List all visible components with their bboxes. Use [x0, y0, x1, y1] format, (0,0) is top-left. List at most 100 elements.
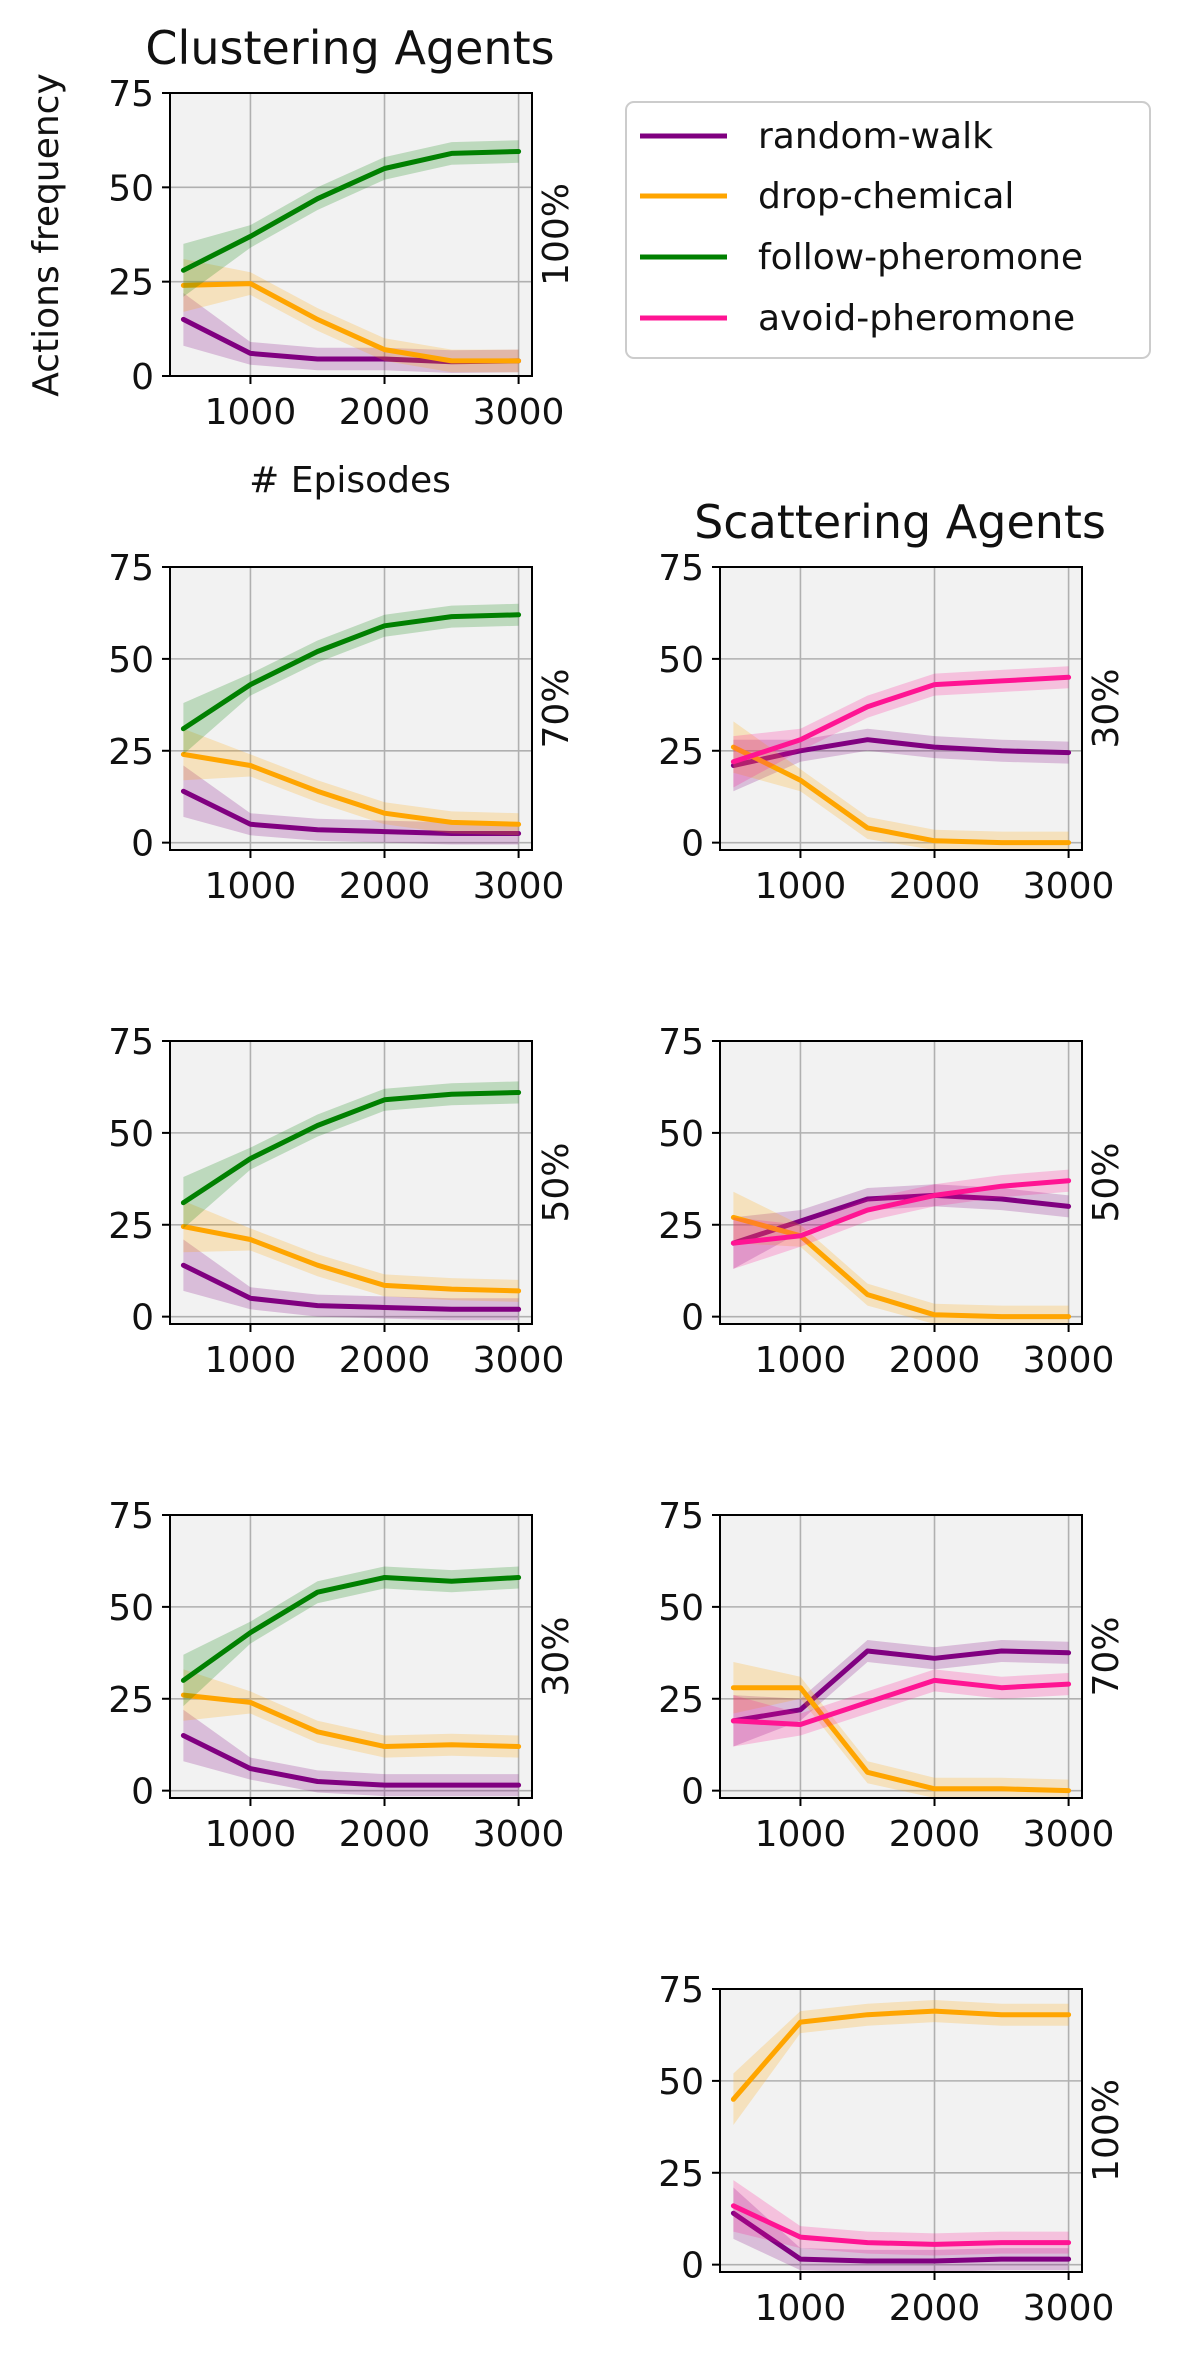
side-label: 50% — [536, 1142, 577, 1222]
y-tick-label: 75 — [658, 1970, 704, 2011]
x-tick-label: 3000 — [473, 1340, 565, 1381]
y-tick-label: 50 — [108, 1588, 154, 1629]
y-tick-label: 25 — [108, 1680, 154, 1721]
side-label: 100% — [536, 183, 577, 286]
legend-label-drop-chemical: drop-chemical — [758, 176, 1014, 217]
x-tick-label: 2000 — [889, 2288, 981, 2329]
y-tick-label: 50 — [658, 1114, 704, 1155]
series-band-drop-chemical — [733, 1662, 1069, 1798]
y-tick-label: 75 — [658, 548, 704, 589]
series-line-avoid-pheromone — [730, 1677, 1072, 1727]
x-tick-label: 3000 — [1023, 2288, 1115, 2329]
series-line-drop-chemical — [730, 1685, 1072, 1794]
plot-frame — [169, 92, 533, 377]
y-tick-label: 25 — [108, 732, 154, 773]
series-band-random-walk — [733, 728, 1069, 792]
x-tick-label: 3000 — [473, 392, 565, 433]
legend-entry-follow-pheromone: follow-pheromone — [640, 237, 1083, 278]
plot-area — [720, 567, 1082, 850]
plot-frame — [719, 1988, 1083, 2273]
plot-frame — [169, 1514, 533, 1799]
x-tick-label: 2000 — [339, 1814, 431, 1855]
y-tick-label: 25 — [108, 1206, 154, 1247]
series-line-follow-pheromone — [180, 612, 522, 732]
series-line-drop-chemical — [180, 281, 522, 364]
y-tick-label: 50 — [108, 168, 154, 209]
x-tick-label: 3000 — [1023, 1340, 1115, 1381]
series-line-follow-pheromone — [180, 1090, 522, 1206]
series-band-drop-chemical — [183, 259, 519, 373]
series-line-drop-chemical — [730, 744, 1072, 846]
plot-area — [720, 1989, 1082, 2272]
series-line-random-walk — [730, 1192, 1072, 1246]
series-band-random-walk — [733, 1184, 1069, 1269]
y-tick-label: 75 — [108, 1496, 154, 1537]
series-band-drop-chemical — [183, 1669, 519, 1758]
x-tick-label: 3000 — [1023, 866, 1115, 907]
subplot-scattering-100pct: 1000 2000 3000 0 25 50 75 100% — [658, 1970, 1127, 2329]
subplot-scattering-50pct: 1000 2000 3000 0 25 50 75 50% — [658, 1022, 1127, 1381]
plot-frame — [169, 566, 533, 851]
side-label: 50% — [1086, 1142, 1127, 1222]
legend-entry-random-walk: random-walk — [640, 116, 993, 157]
series-band-avoid-pheromone — [733, 1169, 1069, 1269]
series-line-follow-pheromone — [180, 1575, 522, 1683]
y-tick-label: 0 — [131, 1298, 154, 1339]
y-tick-label: 50 — [108, 1114, 154, 1155]
side-label: 70% — [1086, 1616, 1127, 1696]
x-tick-label: 3000 — [1023, 1814, 1115, 1855]
series-line-drop-chemical — [730, 1214, 1072, 1320]
legend-label-avoid-pheromone: avoid-pheromone — [758, 298, 1075, 339]
y-tick-label: 0 — [131, 1772, 154, 1813]
clustering-agents-title: Clustering Agents — [145, 21, 554, 75]
side-label: 70% — [536, 668, 577, 748]
subplot-clustering-100pct: 1000 2000 3000 0 25 50 75 100% — [108, 74, 577, 433]
series-band-drop-chemical — [733, 2000, 1069, 2125]
x-tick-label: 1000 — [205, 392, 297, 433]
side-label: 30% — [536, 1616, 577, 1696]
side-label: 100% — [1086, 2079, 1127, 2182]
legend-label-random-walk: random-walk — [758, 116, 993, 157]
subplot-clustering-70pct: 1000 2000 3000 0 25 50 75 70% — [108, 548, 577, 907]
y-tick-label: 0 — [681, 1772, 704, 1813]
x-tick-label: 3000 — [473, 1814, 565, 1855]
y-tick-label: 50 — [658, 640, 704, 681]
x-tick-label: 3000 — [473, 866, 565, 907]
series-line-random-walk — [180, 1733, 522, 1788]
legend: random-walk drop-chemical follow-pheromo… — [625, 101, 1151, 359]
series-band-drop-chemical — [733, 721, 1069, 850]
y-tick-label: 75 — [108, 548, 154, 589]
x-tick-label: 2000 — [339, 866, 431, 907]
x-tick-label: 1000 — [205, 866, 297, 907]
side-label: 30% — [1086, 668, 1127, 748]
x-tick-label: 2000 — [889, 866, 981, 907]
x-tick-label: 1000 — [205, 1340, 297, 1381]
x-tick-label: 2000 — [339, 1340, 431, 1381]
series-line-random-walk — [730, 2210, 1072, 2264]
y-tick-label: 0 — [131, 357, 154, 398]
y-tick-label: 75 — [108, 74, 154, 115]
series-line-random-walk — [730, 1648, 1072, 1724]
series-band-random-walk — [183, 1709, 519, 1797]
y-tick-label: 75 — [658, 1496, 704, 1537]
y-axis-label: Actions frequency — [26, 73, 67, 397]
plot-frame — [719, 566, 1083, 851]
series-line-random-walk — [180, 788, 522, 836]
x-tick-label: 2000 — [339, 392, 431, 433]
y-tick-label: 25 — [658, 732, 704, 773]
x-tick-label: 1000 — [755, 1340, 847, 1381]
y-tick-label: 25 — [658, 1680, 704, 1721]
series-line-drop-chemical — [180, 1692, 522, 1749]
x-tick-label: 1000 — [205, 1814, 297, 1855]
series-band-random-walk — [733, 2187, 1069, 2272]
legend-entry-drop-chemical: drop-chemical — [640, 176, 1014, 217]
subplot-clustering-50pct: 1000 2000 3000 0 25 50 75 50% — [108, 1022, 577, 1381]
subplot-scattering-70pct: 1000 2000 3000 0 25 50 75 70% — [658, 1496, 1127, 1855]
subplot-grid: 1000 2000 3000 0 25 50 75 100% 1000 2000 3000 0 25 50… — [108, 74, 1127, 2329]
series-line-avoid-pheromone — [730, 1178, 1072, 1246]
legend-label-follow-pheromone: follow-pheromone — [758, 237, 1083, 278]
y-tick-label: 0 — [681, 2246, 704, 2287]
series-line-drop-chemical — [180, 751, 522, 827]
plot-frame — [719, 1514, 1083, 1799]
